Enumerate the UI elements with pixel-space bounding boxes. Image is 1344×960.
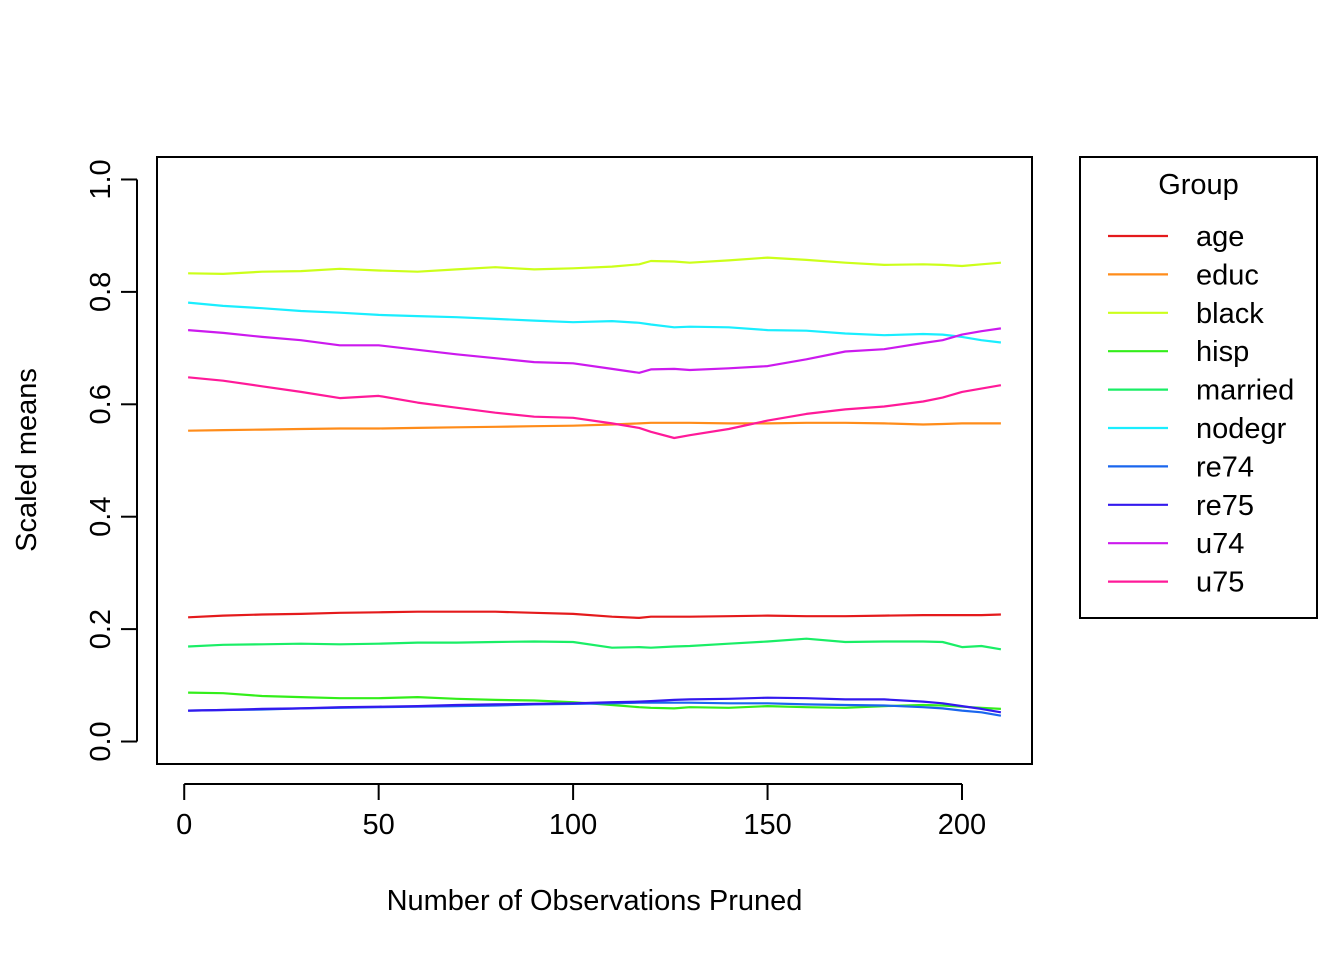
x-tick-label: 50 (363, 809, 395, 841)
series-line-nodegr (187, 301, 1002, 344)
x-tick-label: 200 (938, 809, 986, 841)
y-tick-label: 0.0 (85, 721, 117, 761)
y-tick-label: 0.8 (85, 272, 117, 312)
x-tick-label: 150 (743, 809, 791, 841)
legend-label-educ: educ (1196, 259, 1259, 291)
y-tick-label: 1.0 (85, 159, 117, 199)
legend-label-nodegr: nodegr (1196, 413, 1287, 445)
legend: Group age educ black hisp married nodegr re74 r… (1079, 156, 1318, 619)
series-line-re75 (188, 696, 1002, 714)
legend-label-hisp: hisp (1196, 336, 1249, 368)
series-line-black (188, 256, 1001, 275)
y-axis-label: Scaled means (11, 368, 43, 552)
series-line-u74 (188, 327, 1002, 374)
series-group (187, 256, 1002, 717)
legend-label-re75: re75 (1196, 490, 1254, 522)
series-line-married (188, 637, 1002, 651)
series-line-educ (188, 421, 1001, 432)
legend-label-u74: u74 (1196, 528, 1244, 560)
y-tick-label: 0.6 (85, 384, 117, 424)
x-tick-label: 0 (176, 809, 192, 841)
series-line-u75 (187, 376, 1002, 440)
series-line-age (188, 610, 1001, 620)
legend-label-black: black (1196, 298, 1264, 330)
legend-label-u75: u75 (1196, 567, 1244, 599)
series-line-hisp (188, 691, 1001, 710)
x-tick-label: 100 (549, 809, 597, 841)
x-axis: 0 50 100 150 200 (176, 783, 986, 841)
y-tick-label: 0.2 (85, 609, 117, 649)
legend-label-age: age (1196, 221, 1244, 253)
legend-frame (1079, 156, 1318, 619)
plot-area-frame (156, 156, 1033, 765)
y-tick-label: 0.4 (85, 497, 117, 537)
legend-label-married: married (1196, 375, 1294, 407)
legend-label-re74: re74 (1196, 451, 1254, 483)
legend-title: Group (1158, 169, 1239, 201)
x-axis-label: Number of Observations Pruned (387, 885, 803, 917)
y-axis: 0.0 0.2 0.4 0.6 0.8 1.0 (85, 159, 138, 762)
